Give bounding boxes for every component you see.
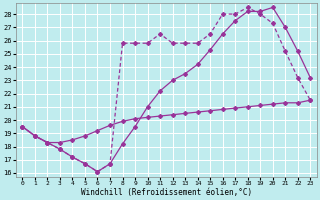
X-axis label: Windchill (Refroidissement éolien,°C): Windchill (Refroidissement éolien,°C) (81, 188, 252, 197)
